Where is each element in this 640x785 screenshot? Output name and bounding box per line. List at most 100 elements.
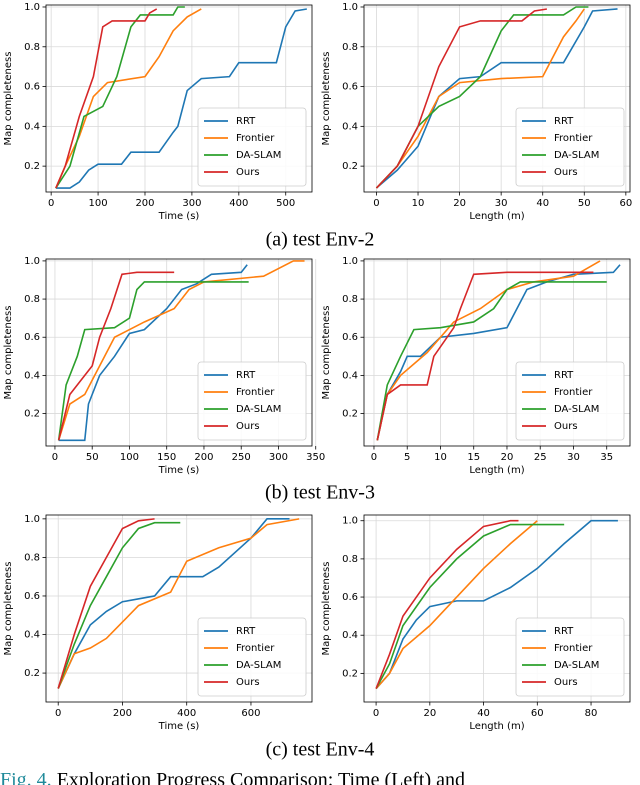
legend-label: Ours xyxy=(236,167,260,178)
legend-label: DA-SLAM xyxy=(554,404,599,415)
axes-frame xyxy=(363,258,631,447)
legend-label: RRT xyxy=(236,626,256,637)
figure-text: Exploration Progress Comparison: Time (L… xyxy=(57,769,465,785)
legend-label: Frontier xyxy=(236,387,275,398)
y-tick-label: 1.0 xyxy=(24,514,40,525)
y-tick-label: 0.8 xyxy=(342,294,358,305)
x-tick-label: 20 xyxy=(453,198,466,209)
y-axis-label: Map completeness xyxy=(321,306,332,400)
x-tick-label: 20 xyxy=(501,452,514,463)
x-tick-label: 100 xyxy=(89,198,108,209)
series-line xyxy=(375,8,585,189)
y-tick-label: 0.6 xyxy=(24,82,40,93)
x-tick-label: 300 xyxy=(182,198,201,209)
x-axis-label: Length (m) xyxy=(469,465,524,476)
axes-frame xyxy=(363,514,631,703)
series-line xyxy=(57,271,175,441)
y-tick-label: 0.4 xyxy=(342,121,358,132)
legend-box xyxy=(515,361,625,441)
series-line xyxy=(57,521,181,689)
y-tick-label: 1.0 xyxy=(342,516,358,527)
y-tick-label: 0.6 xyxy=(24,591,40,602)
legend-label: Ours xyxy=(554,677,578,688)
legend-box xyxy=(515,107,625,187)
x-tick-label: 25 xyxy=(534,452,547,463)
legend-box xyxy=(197,107,307,187)
x-tick-label: 30 xyxy=(567,452,580,463)
y-tick-label: 0.2 xyxy=(342,668,358,679)
x-tick-label: 0 xyxy=(371,452,377,463)
y-axis-label: Map completeness xyxy=(321,562,332,656)
y-tick-label: 0.8 xyxy=(24,552,40,563)
x-tick-label: 5 xyxy=(404,452,410,463)
y-tick-label: 0.8 xyxy=(342,42,358,53)
y-tick-label: 0.6 xyxy=(24,332,40,343)
y-tick-label: 0.8 xyxy=(24,42,40,53)
y-tick-label: 0.4 xyxy=(24,121,40,132)
y-tick-label: 0.2 xyxy=(24,409,40,420)
legend-box xyxy=(515,617,625,697)
y-tick-label: 0.2 xyxy=(342,161,358,172)
chart: 0.2 0.4 0.6 0.8 1.0 0 50 100 150 200 250 300 350 Time… xyxy=(3,256,325,476)
axes-frame xyxy=(45,514,313,703)
y-tick-label: 0.8 xyxy=(24,294,40,305)
chart: 0.2 0.4 0.6 0.8 1.0 0 100 200 300 400 500 Time (s) M… xyxy=(3,2,313,222)
y-tick-label: 0.6 xyxy=(342,332,358,343)
x-tick-label: 0 xyxy=(373,708,379,719)
x-tick-label: 400 xyxy=(177,708,196,719)
chart: 0.2 0.4 0.6 0.8 1.0 0 20 40 60 80 Length (m) Map co… xyxy=(321,514,631,732)
y-tick-label: 0.4 xyxy=(342,370,358,381)
y-tick-label: 0.8 xyxy=(342,554,358,565)
legend-box xyxy=(197,361,307,441)
y-tick-label: 0.2 xyxy=(342,409,358,420)
legend-label: RRT xyxy=(554,116,574,127)
axes-frame xyxy=(363,4,631,193)
series-line xyxy=(57,518,300,689)
x-tick-label: 20 xyxy=(423,708,436,719)
x-tick-label: 0 xyxy=(55,708,61,719)
caption: (a) test Env-2 xyxy=(266,229,375,251)
series-line xyxy=(57,518,155,689)
x-tick-label: 35 xyxy=(600,452,613,463)
chart: 0.2 0.4 0.6 0.8 1.0 0 10 20 30 40 50 60 Length (m) Ma… xyxy=(321,2,632,222)
y-tick-label: 1.0 xyxy=(342,2,358,13)
series-line xyxy=(55,8,202,189)
legend-label: Frontier xyxy=(554,387,593,398)
x-axis-label: Length (m) xyxy=(469,211,524,222)
series-line xyxy=(55,8,307,189)
axes-frame xyxy=(45,4,313,193)
y-tick-label: 0.2 xyxy=(24,668,40,679)
y-tick-label: 0.6 xyxy=(342,82,358,93)
series-line xyxy=(375,519,519,689)
series-line xyxy=(376,281,607,441)
x-axis-label: Time (s) xyxy=(158,465,200,476)
figure-caption: Fig. 4. Exploration Progress Comparison:… xyxy=(0,769,465,785)
y-tick-label: 1.0 xyxy=(342,256,358,267)
series-line xyxy=(58,264,248,442)
legend-box xyxy=(197,617,307,697)
legend-label: Frontier xyxy=(236,643,275,654)
x-tick-label: 200 xyxy=(135,198,154,209)
x-tick-label: 600 xyxy=(241,708,260,719)
x-tick-label: 50 xyxy=(578,198,591,209)
x-tick-label: 0 xyxy=(373,198,379,209)
x-axis-label: Time (s) xyxy=(158,211,200,222)
caption: (c) test Env-4 xyxy=(266,739,375,761)
series-line xyxy=(376,260,601,441)
legend-label: RRT xyxy=(554,370,574,381)
x-axis-label: Time (s) xyxy=(158,721,200,732)
series-line xyxy=(57,281,249,441)
legend-label: Frontier xyxy=(554,643,593,654)
axes-frame xyxy=(45,258,313,447)
x-tick-label: 300 xyxy=(269,452,288,463)
x-tick-label: 150 xyxy=(157,452,176,463)
series-line xyxy=(55,6,185,189)
legend-label: Frontier xyxy=(236,133,275,144)
y-tick-label: 0.6 xyxy=(342,592,358,603)
y-tick-label: 1.0 xyxy=(24,256,40,267)
x-tick-label: 10 xyxy=(412,198,425,209)
series-line xyxy=(55,8,158,189)
series-line xyxy=(375,523,565,690)
legend-label: Ours xyxy=(554,421,578,432)
